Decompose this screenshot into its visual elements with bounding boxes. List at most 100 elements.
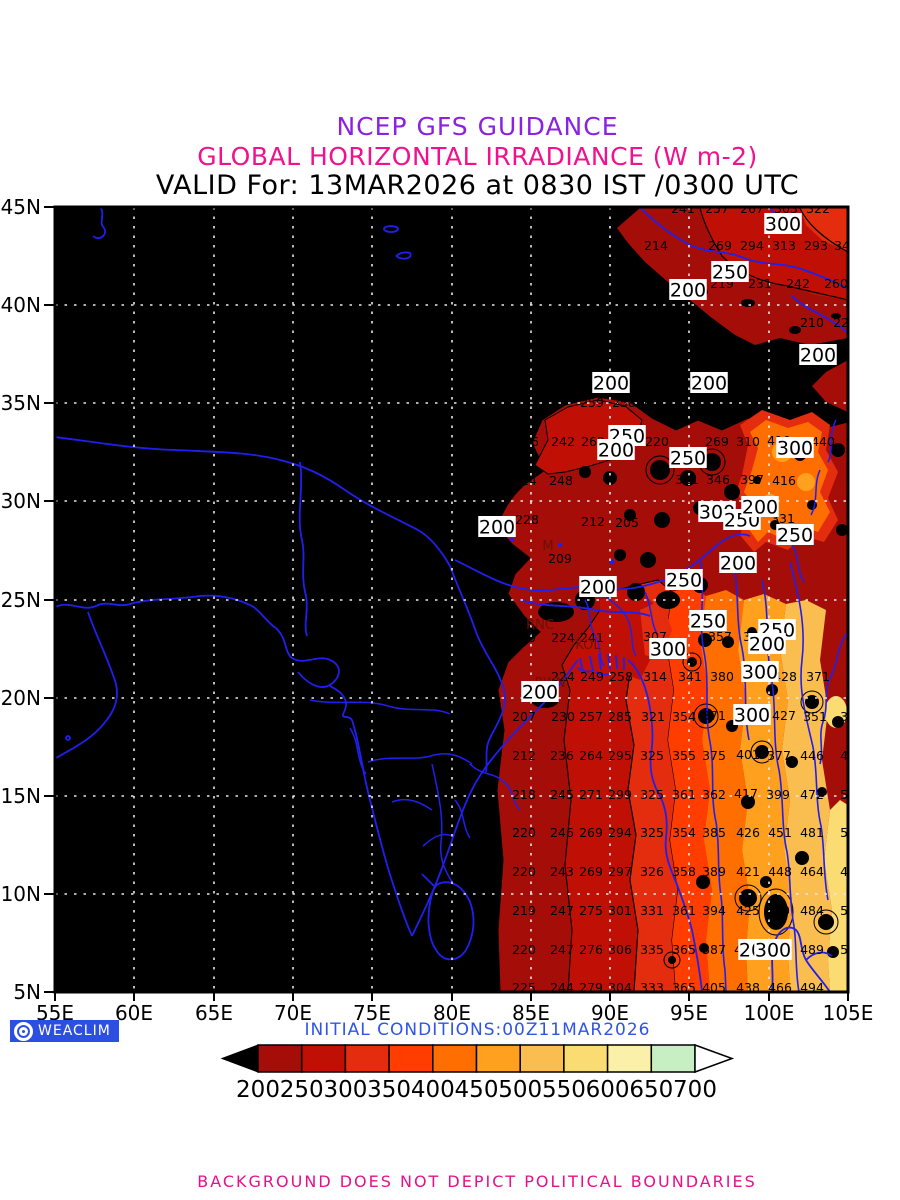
grid-value: 230	[640, 396, 664, 411]
grid-value: 489	[800, 942, 824, 957]
grid-value: 380	[710, 669, 734, 684]
colorbar-segment	[344, 1044, 390, 1073]
grid-value: 259	[580, 395, 604, 410]
grid-value: 362	[702, 787, 726, 802]
colorbar-segment	[257, 1044, 303, 1073]
grid-value: 264	[579, 748, 603, 763]
grid-value: 212	[512, 748, 536, 763]
grid-value: 306	[608, 942, 632, 957]
contour-label: 250	[670, 448, 706, 470]
contour-label: 200	[742, 497, 778, 519]
grid-value: 209	[548, 551, 572, 566]
valid-time-title: VALID For: 13MAR2026 at 0830 IST /0300 U…	[155, 170, 800, 201]
grid-value: 210	[800, 315, 824, 330]
lat-tick-label: 5N	[13, 980, 41, 1004]
grid-value: 321	[675, 472, 699, 487]
grid-value: 354	[672, 825, 696, 840]
grid-value: 276	[579, 942, 603, 957]
irradiance-fill-layer	[496, 208, 847, 991]
grid-value: 335	[640, 942, 664, 957]
contour-label-box	[764, 213, 802, 234]
contour-label: 250	[712, 262, 748, 284]
nepal-border	[519, 599, 651, 617]
oman-coast	[56, 611, 118, 759]
brand-badge: WEACLIM	[10, 1020, 119, 1042]
contour-label: 300	[755, 940, 791, 962]
grid-value: 207	[512, 709, 536, 724]
afghan-pak-border	[449, 565, 506, 773]
island-dot	[65, 735, 71, 741]
grid-value: 326	[640, 864, 664, 879]
map-frame	[53, 205, 850, 994]
grid-value: 258	[609, 669, 633, 684]
himalaya-border	[454, 533, 751, 592]
grid-value: 220	[512, 864, 536, 879]
grid-value: 294	[740, 238, 764, 253]
se-asia-rivers	[699, 555, 847, 991]
grid-value: 243	[550, 864, 574, 879]
grid-value: 245	[550, 787, 574, 802]
contour-label-box	[754, 939, 792, 960]
lat-tick-label: 15N	[1, 784, 41, 808]
colorbar: 200 250 300 350 400 450 500 550 600 650 700	[220, 1043, 735, 1103]
colorbar-tick-label: 700	[673, 1077, 717, 1103]
lat-tick-label: 30N	[1, 489, 41, 513]
grid-value: 242	[551, 434, 575, 449]
grid-value: 421	[736, 864, 760, 879]
grid-value: 448	[768, 864, 792, 879]
colorbar-tick-label: 500	[498, 1077, 542, 1103]
grid-value: 351	[803, 709, 827, 724]
lat-tick-label: 45N	[1, 195, 41, 219]
grid-value: 340	[834, 238, 858, 253]
model-title: NCEP GFS GUIDANCE	[336, 112, 619, 141]
grid-value: 269	[579, 864, 603, 879]
grid-value: 325	[640, 825, 664, 840]
grid-value: 472	[800, 787, 824, 802]
grid-value: 299	[608, 787, 632, 802]
contour-label: 250	[666, 570, 702, 592]
contour-label-box	[669, 279, 707, 300]
contour-label-box	[592, 372, 630, 393]
kutch-gujarat-coast	[275, 627, 353, 721]
contour-label-box	[776, 437, 814, 458]
grid-value: 333	[640, 980, 664, 995]
lon-tick-label: 100E	[744, 1001, 795, 1025]
grid-value: 377	[767, 748, 791, 763]
colorbar-segment	[563, 1044, 609, 1073]
contour-label-box	[719, 552, 757, 573]
variable-title: GLOBAL HORIZONTAL IRRADIANCE (W m-2)	[197, 142, 758, 171]
contour-label: 300	[777, 438, 813, 460]
lon-tick-label: 60E	[115, 1001, 153, 1025]
grid-value: 260	[824, 276, 848, 291]
grid-value: 389	[702, 864, 726, 879]
lake-2	[395, 251, 412, 260]
grid-value: 267	[740, 201, 764, 216]
grid-value: 231	[748, 276, 772, 291]
grid-value: 247	[550, 942, 574, 957]
colorbar-segment	[432, 1044, 478, 1073]
grid-value: 269	[579, 825, 603, 840]
station-label: M	[542, 539, 553, 554]
grid-value: 212	[581, 514, 605, 529]
grid-value: 440	[811, 434, 835, 449]
grid-value: 218	[512, 787, 536, 802]
grid-value: 310	[736, 434, 760, 449]
contour-label: 300	[650, 639, 686, 661]
grid-value: 210	[512, 630, 536, 645]
grid-value: 271	[579, 787, 603, 802]
grid-value: 371	[806, 669, 830, 684]
grid-value: 448	[840, 748, 864, 763]
grid-value: 427	[772, 708, 796, 723]
ne-india-borders	[584, 589, 659, 667]
contour-label: 300	[742, 662, 778, 684]
lon-tick-label: 75E	[353, 1001, 391, 1025]
grid-value: 279	[579, 980, 603, 995]
contour-label-box	[748, 633, 786, 654]
grid-value: 446	[800, 748, 824, 763]
colorbar-tick-label: 600	[586, 1077, 630, 1103]
lon-tick-label: 95E	[670, 1001, 708, 1025]
contour-label: 200	[522, 682, 558, 704]
grid-value: 313	[772, 238, 796, 253]
colorbar-tick-label: 650	[629, 1077, 673, 1103]
grid-value: 331	[640, 903, 664, 918]
